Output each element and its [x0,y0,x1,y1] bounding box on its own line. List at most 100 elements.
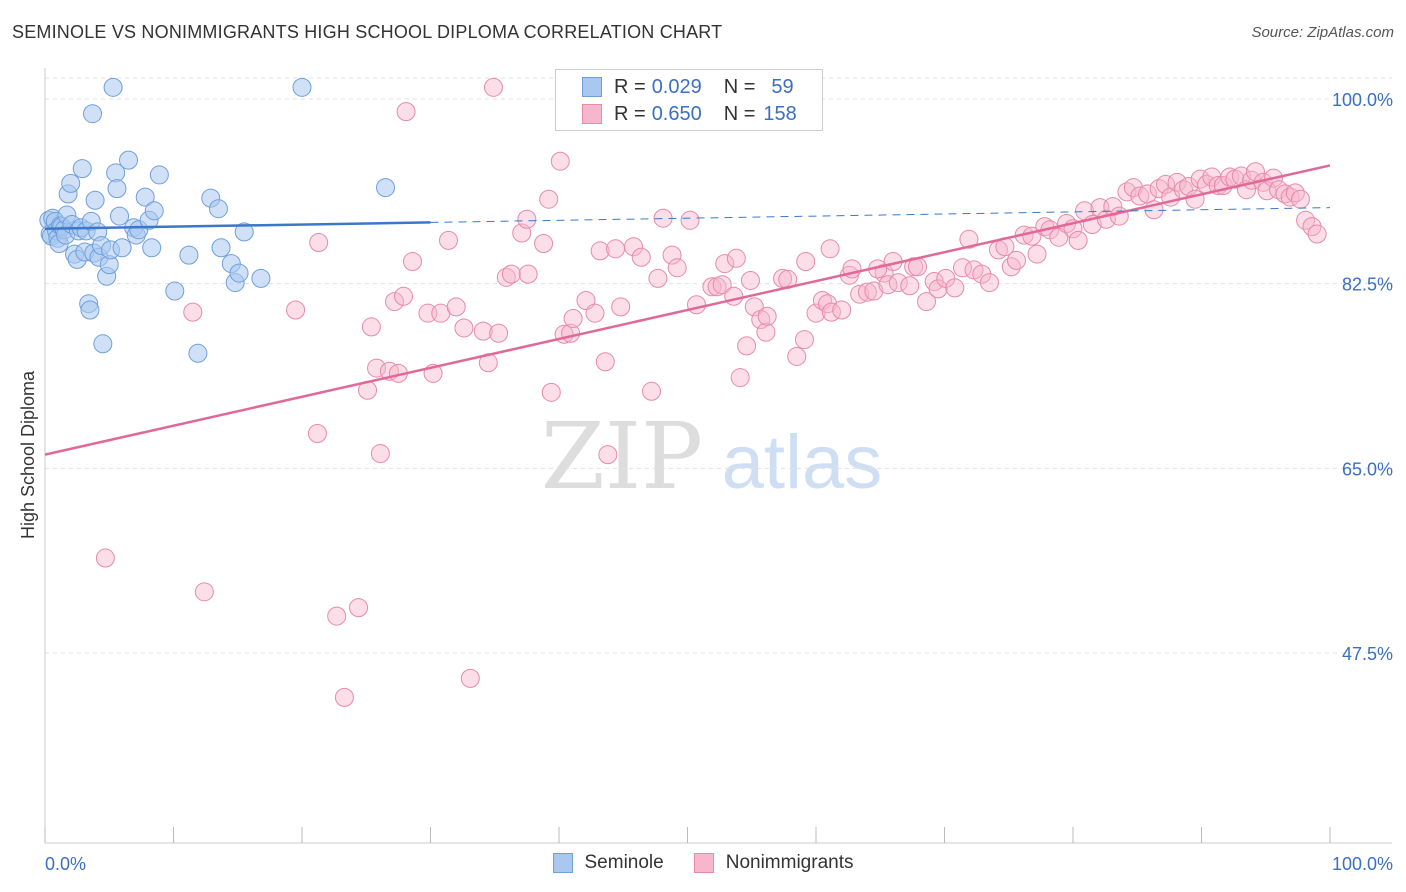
nonimmigrants-point [539,189,559,209]
y-tick-label: 100.0% [1332,90,1393,110]
seminole-point [85,190,105,210]
legend-label-seminole: Seminole [584,852,664,873]
nonimmigrants-point [473,321,493,341]
nonimmigrants-point [1290,189,1310,209]
nonimmigrants-point [850,284,870,304]
n-label: N = [723,102,756,125]
nonimmigrants-point [446,297,466,317]
seminole-swatch [582,77,602,97]
nonimmigrants-point [611,297,631,317]
nonimmigrants-point [864,281,884,301]
nonimmigrants-point [483,77,503,97]
seminole-point [149,165,169,185]
seminole-point [142,238,162,258]
gridlines [45,77,1392,654]
nonimmigrants-point [756,322,776,342]
nonimmigrants-point [888,273,908,293]
axes [44,68,1392,844]
legend-label-nonimmigrants: Nonimmigrants [725,852,854,873]
nonimmigrants-point [979,273,999,293]
nonimmigrants-point [1190,169,1210,189]
seminole-point [292,77,312,97]
nonimmigrants-point [642,381,662,401]
nonimmigrants-point [585,303,605,323]
nonimmigrants-point [715,254,735,274]
legend-row-seminole: R = 0.029 N = 59 [582,74,794,100]
seminole-point [72,159,92,179]
nonimmigrants-point [740,270,760,290]
nonimmigrants-points [95,77,1327,707]
nonimmigrants-point [945,278,965,298]
seminole-point [211,238,231,258]
x-tick-label: 0.0% [45,854,86,874]
nonimmigrants-point [794,330,814,350]
seminole-point [119,150,139,170]
watermark-zip: ZIP [541,403,703,510]
nonimmigrants-point [541,382,561,402]
nonimmigrants-point [631,247,651,267]
watermark: ZIP atlas [541,403,882,510]
nonimmigrants-point [662,245,682,265]
seminole-point [165,281,185,301]
nonimmigrants-point [394,286,414,306]
nonimmigrants-point [1285,183,1305,203]
nonimmigrants-point [1275,184,1295,204]
nonimmigrants-point [349,598,369,618]
seminole-point [110,206,130,226]
nonimmigrants-point [1245,162,1265,182]
nonimmigrants-point [1156,174,1176,194]
tick-labels: 47.5% 65.0% 82.5% 100.0% 0.0% 100.0% [45,90,1393,874]
nonimmigrants-point [370,444,390,464]
nonimmigrants-point [744,297,764,317]
nonimmigrants-point [590,241,610,261]
seminole-point [251,268,271,288]
y-axis-label: High School Diploma [18,370,38,539]
y-tick-label: 47.5% [1342,644,1393,664]
nonimmigrants-point [1001,257,1021,277]
nonimmigrants-point [460,668,480,688]
r-label: R = [614,75,646,98]
nonimmigrants-point [730,368,750,388]
nonimmigrants-point [361,317,381,337]
seminole-points [39,77,396,363]
legend-item-seminole[interactable]: Seminole [552,852,664,874]
nonimmigrants-point [517,209,537,229]
r-value: 0.029 [651,75,702,98]
seminole-trend-extension [430,207,1331,223]
nonimmigrants-point [496,267,516,287]
seminole-point [234,222,254,242]
nonimmigrants-point [820,239,840,259]
nonimmigrants-point [648,268,668,288]
nonimmigrants-point [959,229,979,249]
nonimmigrants-point [95,548,115,568]
nonimmigrants-point [726,248,746,268]
nonimmigrants-point [737,336,757,356]
legend-item-nonimmigrants[interactable]: Nonimmigrants [693,852,854,874]
seminole-point [103,77,123,97]
nonimmigrants-point [1068,230,1088,250]
nonimmigrants-point [680,210,700,230]
nonimmigrants-point [183,302,203,322]
seminole-point [376,178,396,198]
seminole-point [179,245,199,265]
seminole-point [107,179,127,199]
seminole-point [93,334,113,354]
chart-title: SEMINOLE VS NONIMMIGRANTS HIGH SCHOOL DI… [12,22,723,42]
source-label: Source: ZipAtlas.com [1251,24,1394,41]
r-label: R = [614,102,646,125]
x-tick-label: 100.0% [1332,854,1393,874]
nonimmigrants-point [667,258,687,278]
nonimmigrants-point [1006,250,1026,270]
nonimmigrants-point [550,151,570,171]
seminole-point [208,199,228,219]
nonimmigrants-point [454,318,474,338]
nonimmigrants-point [438,230,458,250]
nonimmigrants-point [787,346,807,366]
series-legend: Seminole Nonimmigrants [0,852,1406,874]
nonimmigrants-point [489,323,509,343]
nonimmigrants-point [595,352,615,372]
nonimmigrants-point [952,258,972,278]
nonimmigrants-point [832,300,852,320]
nonimmigrants-point [1185,189,1205,209]
